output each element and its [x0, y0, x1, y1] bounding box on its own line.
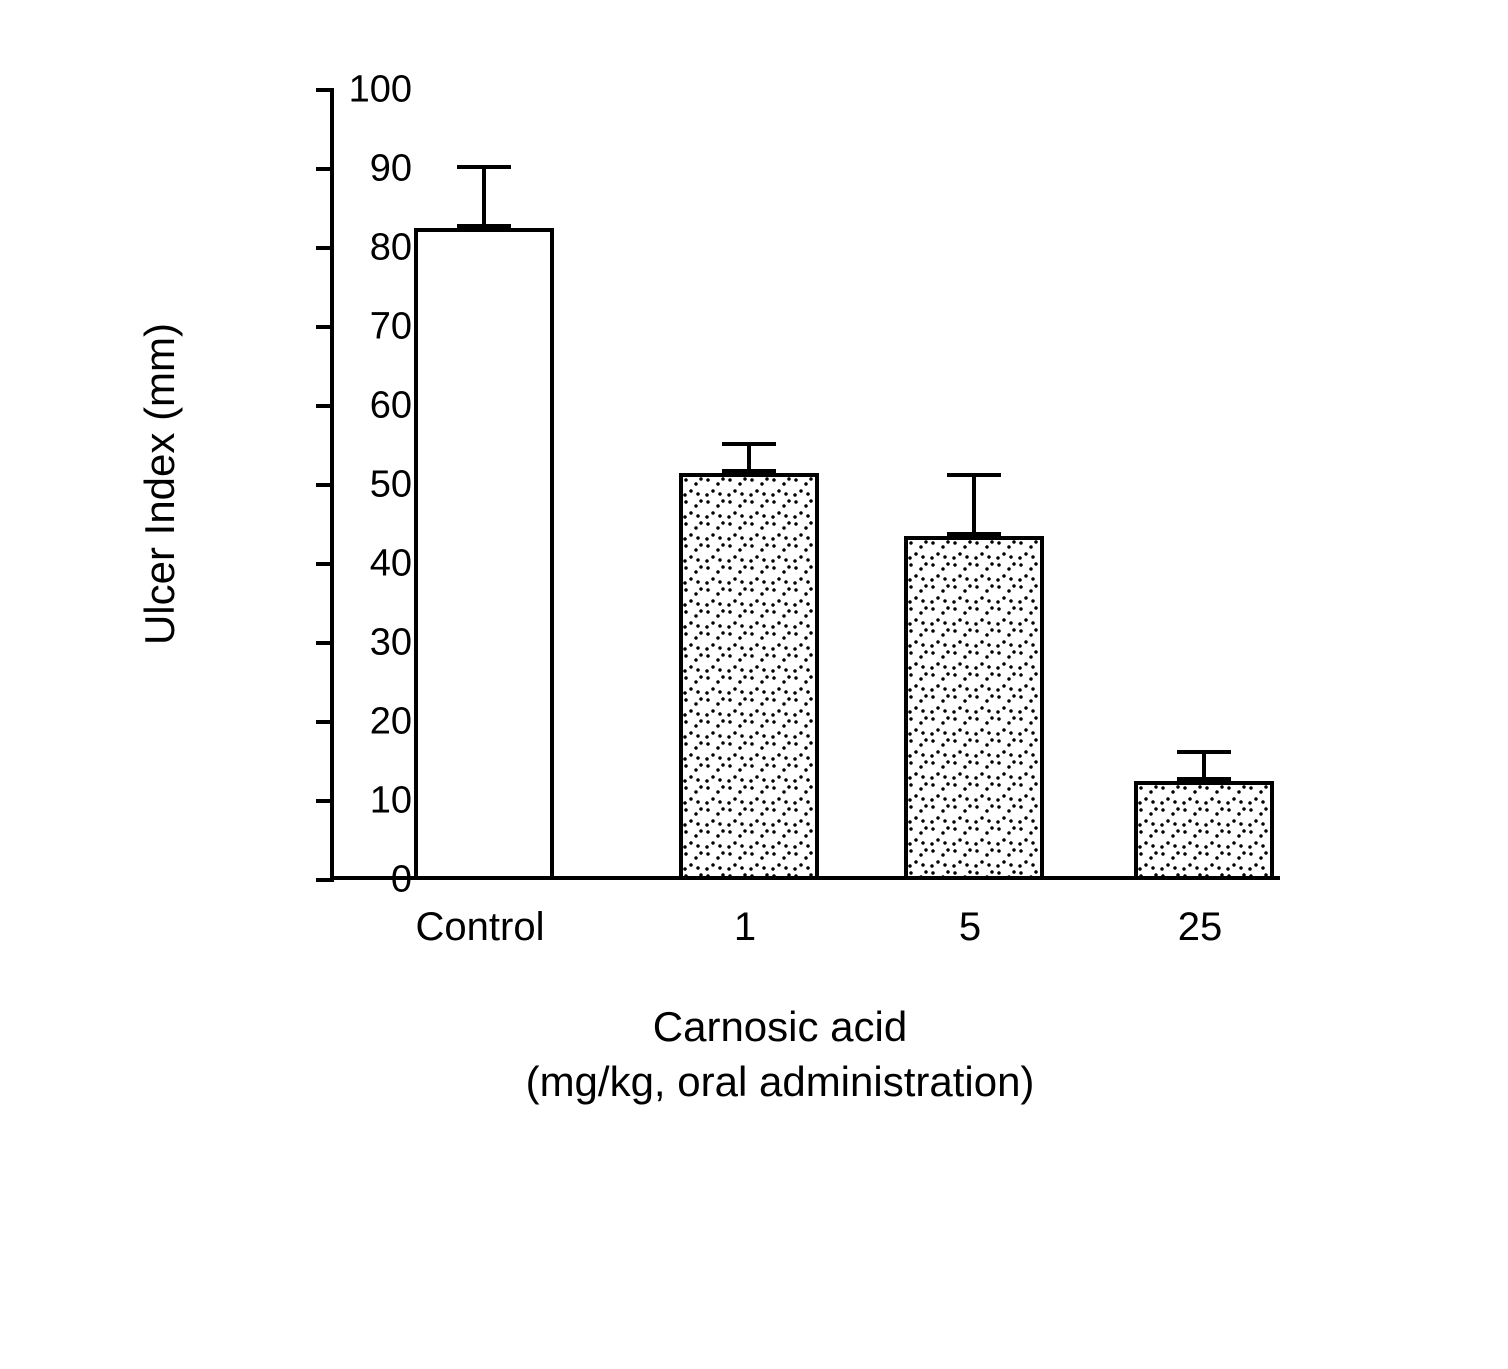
y-tick-label: 30	[292, 622, 412, 665]
error-bar	[457, 165, 511, 228]
plot-area	[330, 90, 1280, 880]
x-tick-label: 1	[734, 905, 756, 950]
y-tick-label: 90	[292, 148, 412, 191]
error-bar	[1177, 750, 1231, 782]
y-tick-label: 10	[292, 780, 412, 823]
y-tick-label: 100	[292, 69, 412, 112]
y-tick-label: 60	[292, 385, 412, 428]
x-tick-label: 25	[1178, 905, 1223, 950]
bar	[904, 536, 1044, 876]
x-tick-label: 5	[959, 905, 981, 950]
y-tick-label: 50	[292, 464, 412, 507]
error-bar	[722, 442, 776, 474]
y-tick-label: 20	[292, 701, 412, 744]
x-axis-title-line2: (mg/kg, oral administration)	[526, 1058, 1035, 1105]
bar	[1134, 781, 1274, 876]
error-bar	[947, 473, 1001, 536]
x-axis-title: Carnosic acid (mg/kg, oral administratio…	[180, 1000, 1380, 1109]
x-axis-title-line1: Carnosic acid	[653, 1003, 907, 1050]
x-tick-label: Control	[416, 905, 545, 950]
bar	[679, 473, 819, 876]
y-tick-label: 80	[292, 227, 412, 270]
y-tick-label: 70	[292, 306, 412, 349]
bar	[414, 228, 554, 876]
chart-container: Ulcer Index (mm) Carnosic acid (mg/kg, o…	[180, 60, 1380, 1260]
y-axis-label: Ulcer Index (mm)	[136, 323, 184, 645]
y-tick-label: 0	[292, 859, 412, 902]
y-tick-label: 40	[292, 543, 412, 586]
